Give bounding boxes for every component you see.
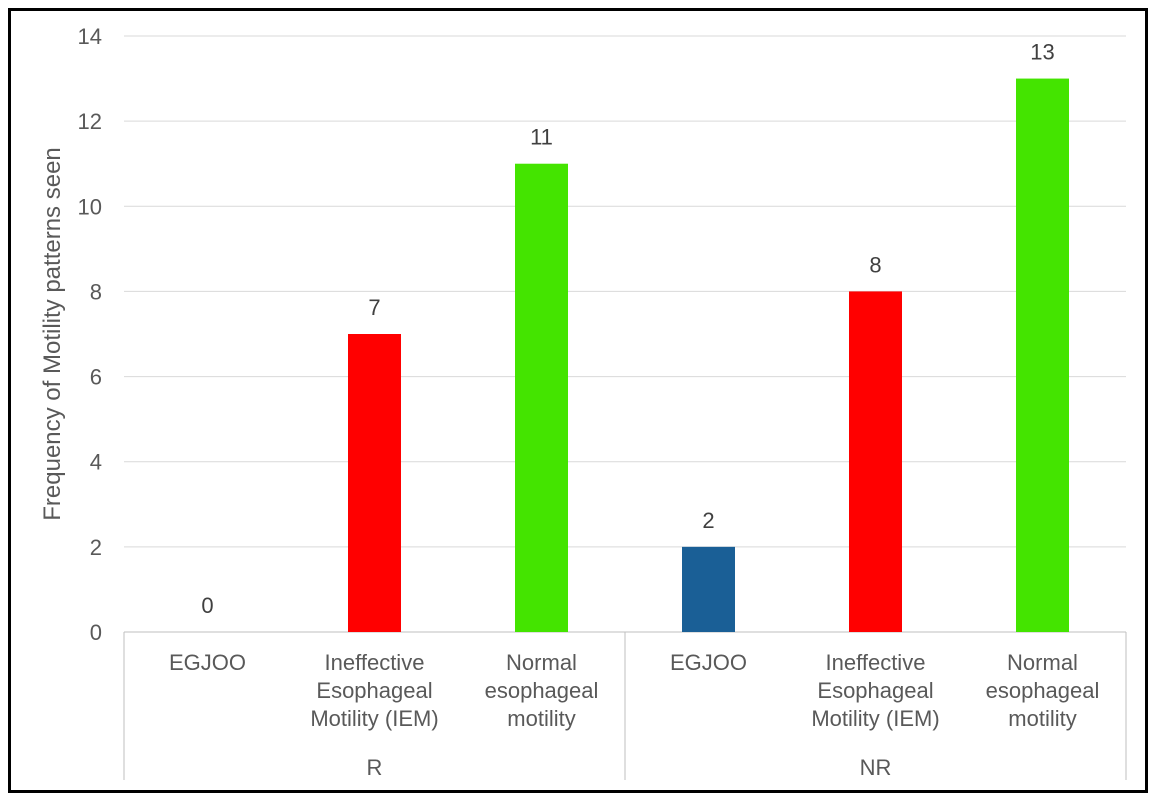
bar-NR-1 xyxy=(849,291,902,632)
y-tick-label-14: 14 xyxy=(78,24,102,49)
bar-NR-0 xyxy=(682,546,735,632)
y-axis-title: Frequency of Motility patterns seen xyxy=(39,147,66,521)
data-label-R-2: 11 xyxy=(530,125,553,150)
y-tick-label-4: 4 xyxy=(90,450,102,475)
y-tick-label-10: 10 xyxy=(78,194,102,219)
y-tick-label-0: 0 xyxy=(90,620,102,645)
bar-R-1 xyxy=(348,334,401,632)
category-label-NR-1-line1: Esophageal xyxy=(817,678,933,703)
group-label-R: R xyxy=(367,755,383,780)
category-label-R-0-line0: EGJOO xyxy=(169,650,246,675)
category-label-NR-1-line0: Ineffective xyxy=(826,650,926,675)
category-label-R-2-line1: esophageal xyxy=(485,678,599,703)
data-label-NR-1: 8 xyxy=(869,252,881,277)
y-tick-label-8: 8 xyxy=(90,279,102,304)
bar-NR-2 xyxy=(1016,78,1069,633)
category-label-NR-2-line2: motility xyxy=(1008,706,1076,731)
category-label-R-2-line0: Normal xyxy=(506,650,577,675)
category-label-R-2-line2: motility xyxy=(507,706,575,731)
category-label-NR-0-line0: EGJOO xyxy=(670,650,747,675)
chart-frame xyxy=(8,8,1148,793)
data-label-R-0: 0 xyxy=(201,593,213,618)
bar-R-2 xyxy=(515,163,568,632)
y-tick-label-6: 6 xyxy=(90,365,102,390)
data-label-NR-2: 13 xyxy=(1030,40,1054,65)
data-label-NR-0: 2 xyxy=(702,508,714,533)
category-label-R-1-line2: Motility (IEM) xyxy=(310,706,438,731)
category-label-NR-2-line1: esophageal xyxy=(986,678,1100,703)
group-label-NR: NR xyxy=(860,755,892,780)
category-label-NR-1-line2: Motility (IEM) xyxy=(811,706,939,731)
category-label-R-1-line1: Esophageal xyxy=(316,678,432,703)
data-label-R-1: 7 xyxy=(368,295,380,320)
y-tick-label-2: 2 xyxy=(90,535,102,560)
y-tick-label-12: 12 xyxy=(78,109,102,134)
category-label-NR-2-line0: Normal xyxy=(1007,650,1078,675)
category-label-R-1-line0: Ineffective xyxy=(325,650,425,675)
